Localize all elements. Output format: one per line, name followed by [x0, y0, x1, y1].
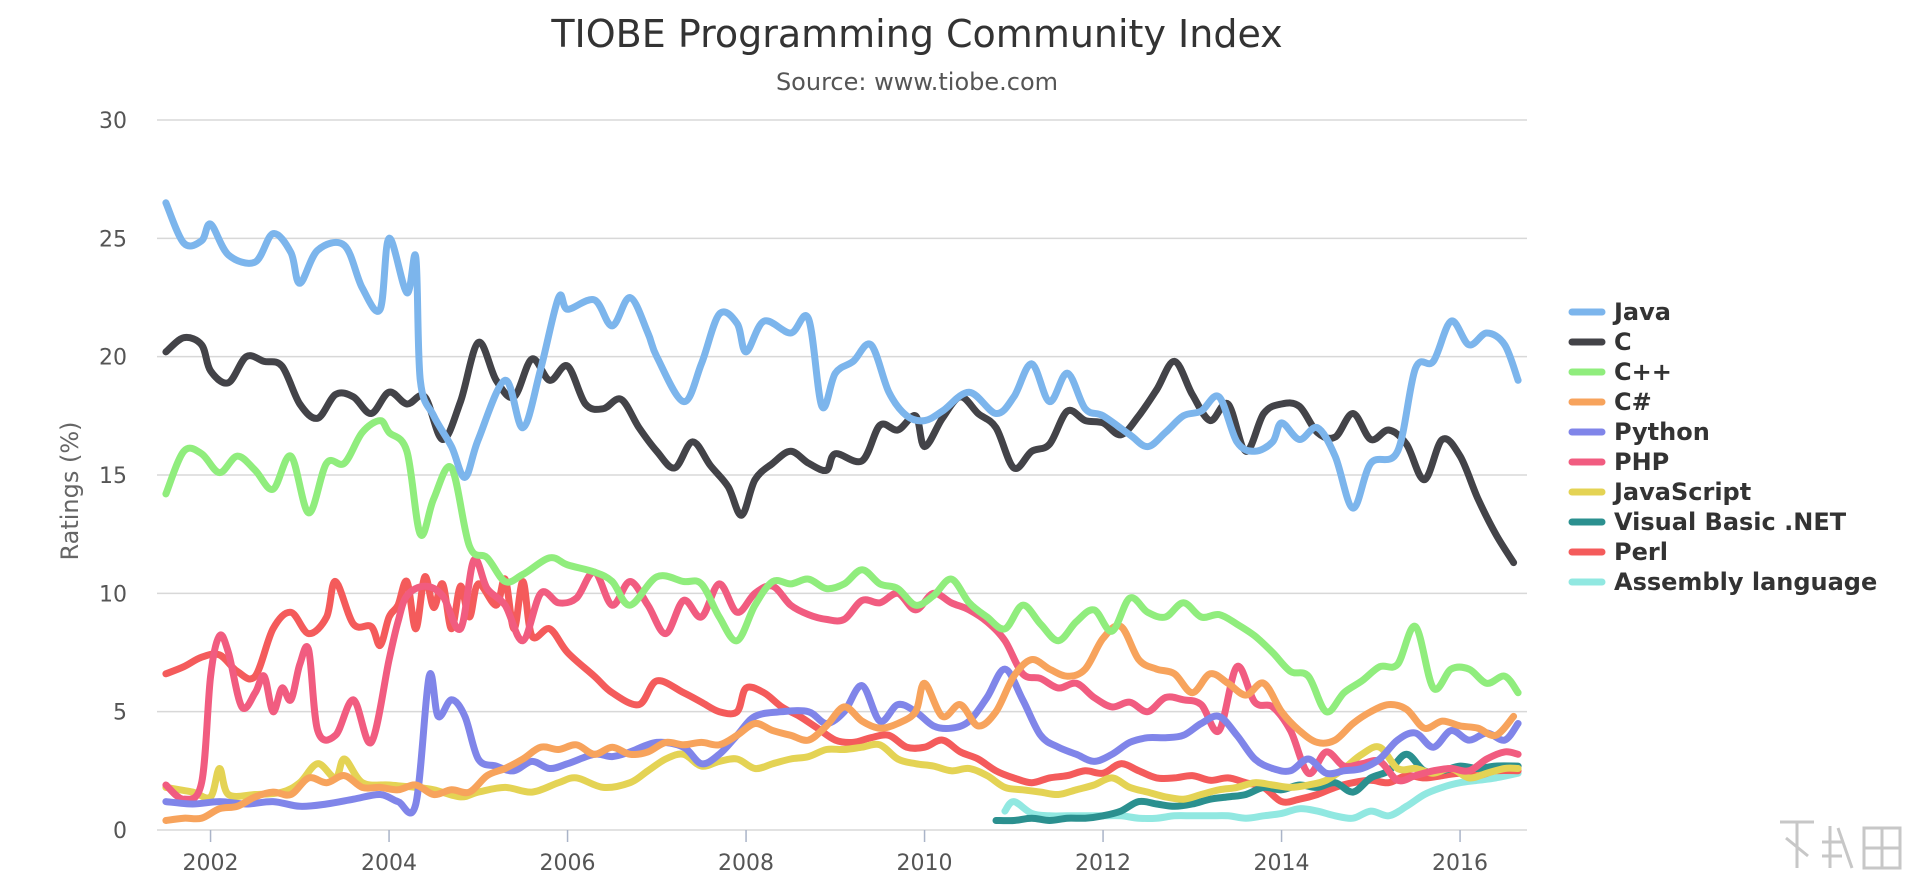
- legend-label: Visual Basic .NET: [1614, 508, 1847, 536]
- y-tick-label: 30: [99, 109, 127, 134]
- y-tick-label: 0: [113, 819, 127, 844]
- legend-label: Python: [1614, 418, 1710, 446]
- legend-label: Assembly language: [1614, 568, 1877, 596]
- legend-label: JavaScript: [1612, 478, 1751, 506]
- chart-title: TIOBE Programming Community Index: [550, 12, 1282, 56]
- y-axis-label: Ratings (%): [56, 421, 84, 560]
- legend-item-php[interactable]: PHP: [1568, 448, 1669, 476]
- series-line-python[interactable]: [162, 665, 1522, 817]
- legend-item-c[interactable]: C++: [1568, 358, 1672, 386]
- y-tick-label: 20: [99, 346, 127, 371]
- series-line-c[interactable]: [162, 417, 1522, 716]
- legend-label: C: [1614, 328, 1632, 356]
- legend-item-c[interactable]: C#: [1568, 388, 1652, 416]
- series-line-php[interactable]: [162, 555, 1522, 803]
- legend-item-java[interactable]: Java: [1568, 298, 1671, 326]
- x-tick-label: 2006: [540, 851, 596, 876]
- legend-item-python[interactable]: Python: [1568, 418, 1710, 446]
- axis-ticks: 0 5 10 15 20 25 30 2002 2004 2006 2008 2010 2012 2014…: [99, 109, 1488, 876]
- legend-item-visual-basic-net[interactable]: Visual Basic .NET: [1568, 508, 1847, 536]
- series-line-java[interactable]: [162, 199, 1522, 512]
- y-tick-label: 15: [99, 464, 127, 489]
- series-line-c[interactable]: [162, 333, 1518, 567]
- x-tick-label: 2012: [1075, 851, 1131, 876]
- legend-label: C#: [1614, 388, 1652, 416]
- x-tick-label: 2016: [1432, 851, 1488, 876]
- legend-item-assembly-language[interactable]: Assembly language: [1568, 568, 1877, 596]
- plot-area: [162, 199, 1522, 825]
- series-line-c[interactable]: [162, 622, 1518, 824]
- chart-subtitle: Source: www.tiobe.com: [776, 68, 1058, 96]
- y-tick-label: 10: [99, 582, 127, 607]
- legend-label: Perl: [1614, 538, 1668, 566]
- y-tick-label: 25: [99, 227, 127, 252]
- legend-item-javascript[interactable]: JavaScript: [1568, 478, 1751, 506]
- y-tick-label: 5: [113, 701, 127, 726]
- x-tick-label: 2004: [361, 851, 417, 876]
- legend-item-perl[interactable]: Perl: [1568, 538, 1668, 566]
- x-tick-label: 2002: [183, 851, 239, 876]
- legend-item-c[interactable]: C: [1568, 328, 1632, 356]
- x-tick-label: 2014: [1254, 851, 1310, 876]
- series-line-javascript[interactable]: [162, 740, 1522, 803]
- legend-label: PHP: [1614, 448, 1669, 476]
- x-tick-label: 2010: [897, 851, 953, 876]
- site-logo: [1780, 820, 1902, 870]
- x-tick-label: 2008: [718, 851, 774, 876]
- legend-label: Java: [1612, 298, 1671, 326]
- legend-label: C++: [1614, 358, 1672, 386]
